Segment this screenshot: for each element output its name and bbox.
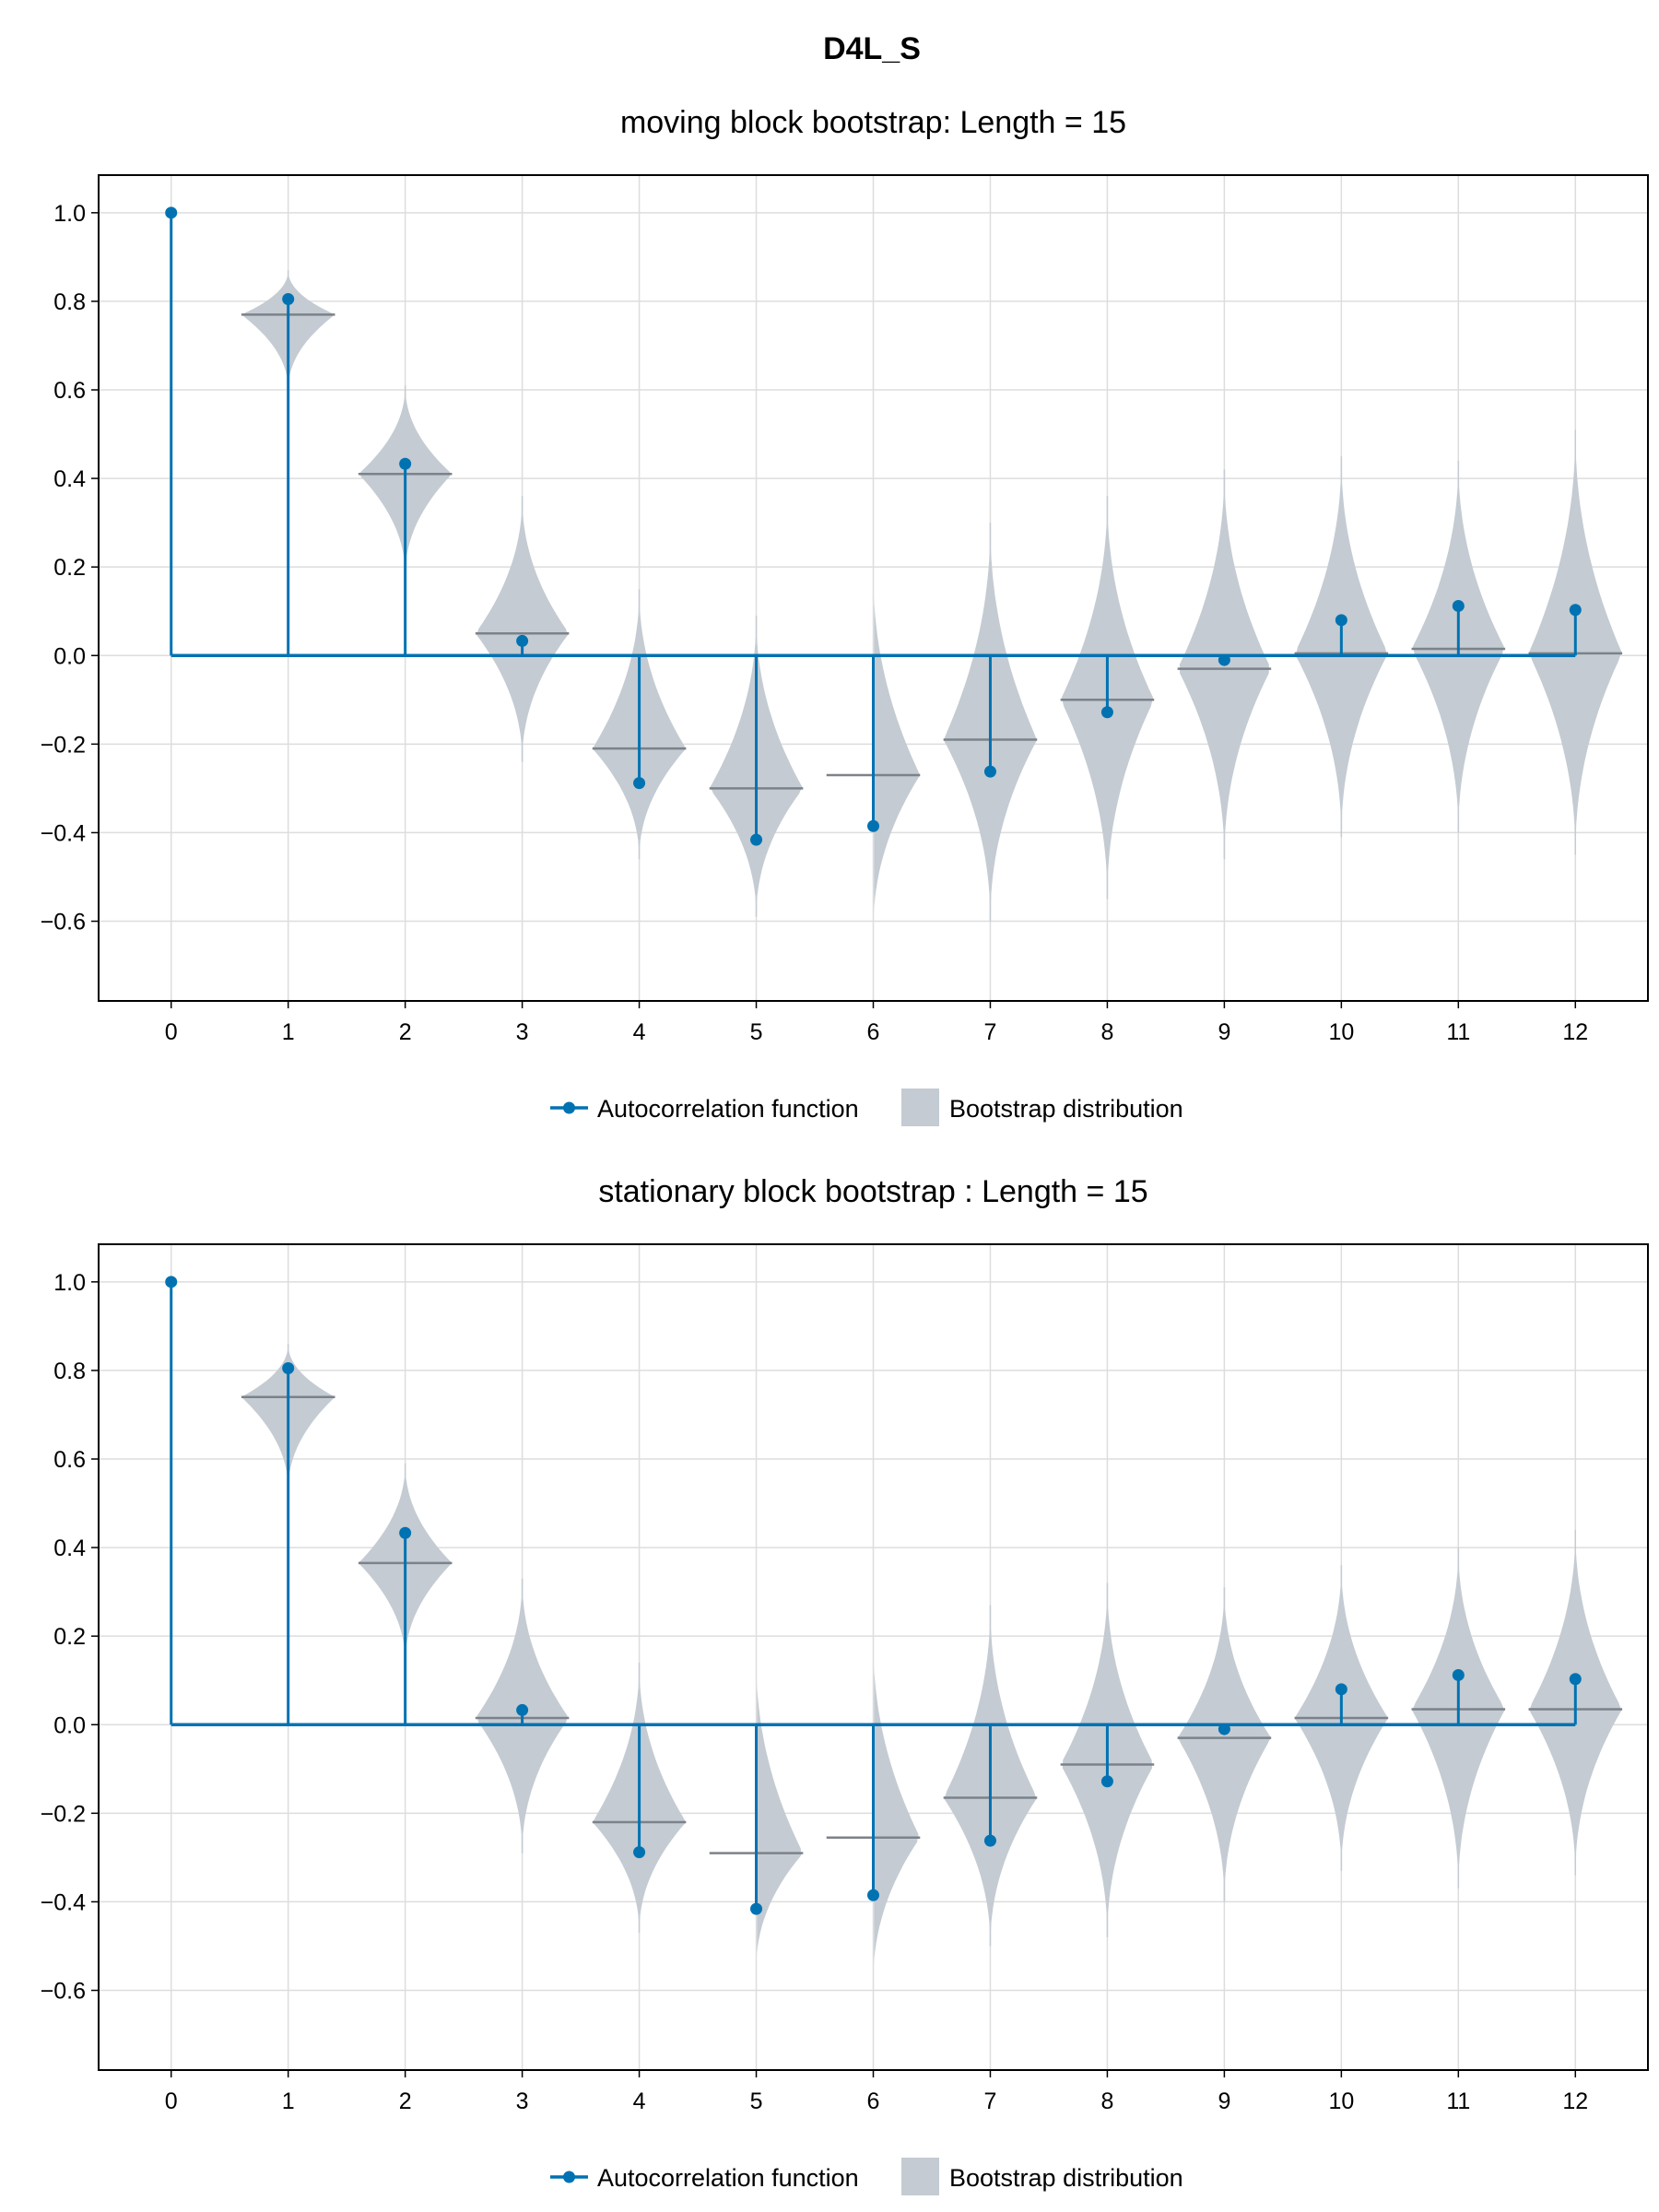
x-tick-label: 12 xyxy=(1562,1019,1588,1045)
acf-point xyxy=(633,1846,646,1859)
x-tick-label: 7 xyxy=(984,2088,997,2114)
x-tick-label: 2 xyxy=(399,2088,412,2114)
legend-acf-label: Autocorrelation function xyxy=(597,2164,859,2192)
y-tick-label: −0.2 xyxy=(41,1801,86,1827)
y-tick-label: 0.8 xyxy=(53,1359,86,1384)
legend-bootstrap-label: Bootstrap distribution xyxy=(949,1095,1183,1123)
legend-bootstrap-swatch-icon xyxy=(901,2158,939,2195)
legend-acf-marker-icon xyxy=(563,1101,575,1114)
acf-point xyxy=(399,457,412,470)
y-tick-label: 0.2 xyxy=(53,1624,86,1650)
y-tick-label: 1.0 xyxy=(53,201,86,227)
x-tick-label: 1 xyxy=(282,2088,295,2114)
top-panel: moving block bootstrap: Length = 150 1 2 3 4… xyxy=(41,105,1649,1126)
x-tick-label: 10 xyxy=(1328,1019,1354,1045)
acf-point xyxy=(867,1888,879,1901)
bottom-panel: stationary block bootstrap : Length = 15… xyxy=(41,1174,1649,2195)
x-tick-label: 8 xyxy=(1100,2088,1113,2114)
x-tick-label: 5 xyxy=(750,2088,763,2114)
x-tick-label: 6 xyxy=(867,1019,880,1045)
x-tick-label: 3 xyxy=(516,2088,529,2114)
y-tick-label: 0.2 xyxy=(53,555,86,581)
y-tick-label: −0.6 xyxy=(41,1979,86,2005)
y-tick-label: 0.6 xyxy=(53,1447,86,1473)
acf-point xyxy=(165,1276,178,1288)
x-tick-label: 12 xyxy=(1562,2088,1588,2114)
acf-point xyxy=(1335,1683,1347,1696)
acf-point xyxy=(1569,1673,1582,1686)
x-tick-label: 4 xyxy=(633,1019,646,1045)
bootstrap-violin xyxy=(874,579,921,931)
acf-point xyxy=(750,833,763,846)
y-tick-label: 0.4 xyxy=(53,466,86,492)
panel-title: stationary block bootstrap : Length = 15 xyxy=(598,1174,1147,1209)
x-tick-label: 3 xyxy=(516,1019,529,1045)
y-tick-label: 0.6 xyxy=(53,378,86,404)
y-tick-label: −0.4 xyxy=(41,820,86,846)
y-tick-label: −0.6 xyxy=(41,910,86,935)
bootstrap-violin xyxy=(757,1665,802,1969)
x-tick-label: 9 xyxy=(1218,1019,1230,1045)
x-tick-label: 6 xyxy=(867,2088,880,2114)
y-tick-label: 0.0 xyxy=(53,643,86,669)
panel-title: moving block bootstrap: Length = 15 xyxy=(620,105,1126,140)
x-tick-label: 7 xyxy=(984,1019,997,1045)
x-tick-label: 5 xyxy=(750,1019,763,1045)
legend-bootstrap-label: Bootstrap distribution xyxy=(949,2164,1183,2192)
x-tick-label: 11 xyxy=(1446,2088,1470,2114)
acf-point xyxy=(1100,706,1113,719)
acf-point xyxy=(633,777,646,790)
y-tick-label: −0.2 xyxy=(41,732,86,758)
acf-point xyxy=(983,765,996,778)
acf-point xyxy=(983,1834,996,1847)
bootstrap-violin xyxy=(1178,1587,1271,1902)
legend-acf-marker-icon xyxy=(563,2171,575,2183)
acf-point xyxy=(1218,1723,1230,1735)
bootstrap-violin xyxy=(477,496,569,762)
acf-point xyxy=(399,1526,412,1539)
y-tick-label: −0.4 xyxy=(41,1889,86,1915)
legend-bootstrap-swatch-icon xyxy=(901,1088,939,1126)
acf-point xyxy=(1100,1775,1113,1788)
x-tick-label: 9 xyxy=(1218,2088,1230,2114)
figure-title: D4L_S xyxy=(823,31,921,66)
x-tick-label: 4 xyxy=(633,2088,646,2114)
acf-point xyxy=(282,293,295,306)
acf-point xyxy=(282,1362,295,1375)
acf-point xyxy=(1569,604,1582,617)
x-tick-label: 11 xyxy=(1446,1019,1470,1045)
acf-point xyxy=(1335,614,1347,627)
acf-point xyxy=(750,1902,763,1915)
x-tick-label: 1 xyxy=(282,1019,295,1045)
x-tick-label: 2 xyxy=(399,1019,412,1045)
y-tick-label: 0.4 xyxy=(53,1535,86,1561)
acf-point xyxy=(165,206,178,219)
acf-point xyxy=(1452,599,1465,612)
acf-point xyxy=(516,634,529,647)
y-tick-label: 0.0 xyxy=(53,1712,86,1738)
y-tick-label: 1.0 xyxy=(53,1270,86,1296)
x-tick-label: 0 xyxy=(165,1019,178,1045)
x-tick-label: 10 xyxy=(1328,2088,1354,2114)
acf-point xyxy=(867,819,879,832)
bootstrap-violin xyxy=(874,1648,919,1982)
legend-acf-label: Autocorrelation function xyxy=(597,1095,859,1123)
y-tick-label: 0.8 xyxy=(53,289,86,315)
x-tick-label: 8 xyxy=(1100,1019,1113,1045)
acf-point xyxy=(516,1703,529,1716)
acf-point xyxy=(1218,653,1230,666)
x-tick-label: 0 xyxy=(165,2088,178,2114)
acf-point xyxy=(1452,1668,1465,1681)
